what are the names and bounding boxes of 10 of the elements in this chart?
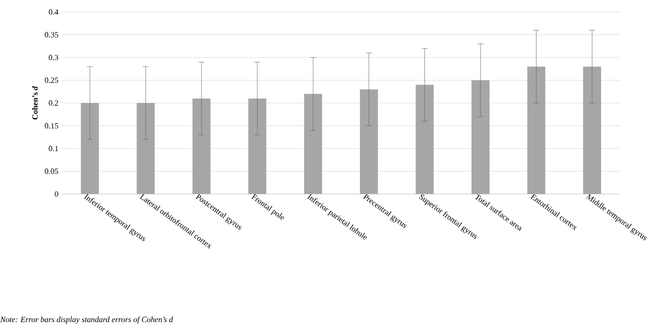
bar: [360, 89, 378, 194]
bar: [527, 66, 546, 194]
bar: [304, 94, 322, 194]
bar: [192, 98, 210, 194]
bar: [472, 80, 490, 194]
bar: [416, 84, 434, 194]
bar: [248, 98, 266, 194]
bar: [136, 103, 155, 194]
bar: [583, 66, 602, 194]
bar: [80, 103, 99, 194]
